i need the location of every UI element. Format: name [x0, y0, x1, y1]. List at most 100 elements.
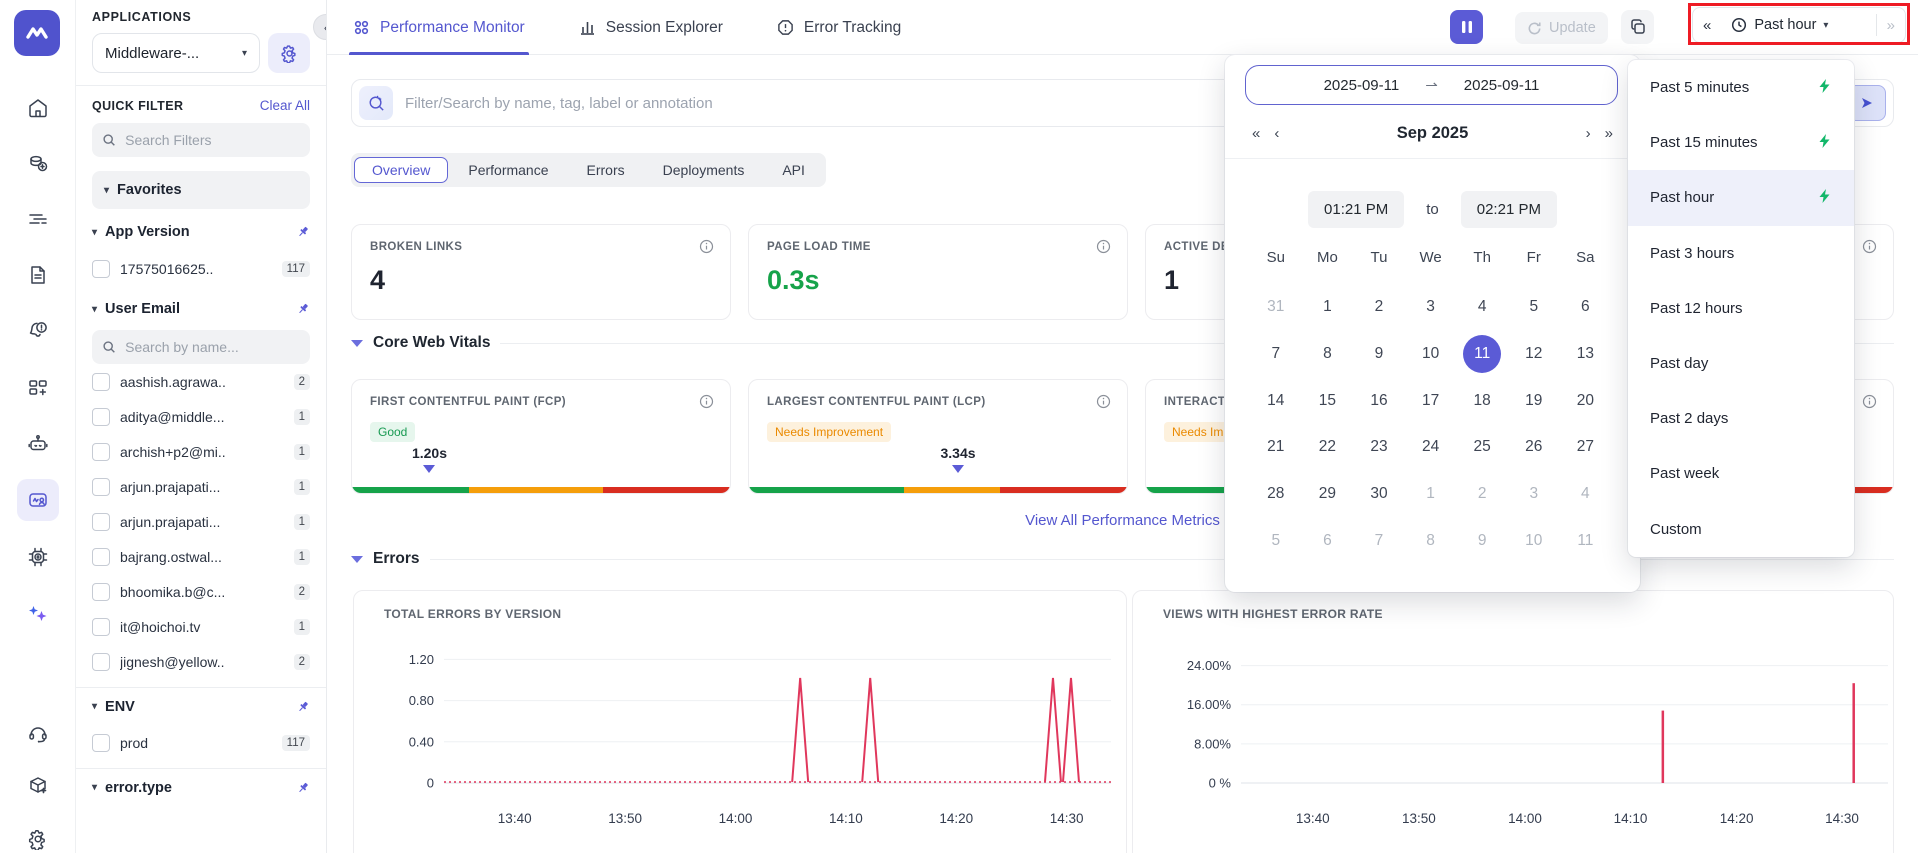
filter-item[interactable]: 17575016625.. 117 — [92, 251, 310, 286]
pinned-icon[interactable] — [296, 781, 310, 795]
filter-item-search-input[interactable] — [125, 339, 300, 355]
pinned-icon[interactable] — [296, 225, 310, 239]
filter-item[interactable]: aditya@middle... 1 — [92, 399, 310, 434]
calendar-day[interactable]: 1 — [1426, 485, 1435, 503]
subtab-overview[interactable]: Overview — [354, 157, 449, 183]
calendar-day[interactable]: 17 — [1421, 391, 1440, 409]
middleware-logo[interactable] — [14, 10, 60, 56]
filter-section-app-version[interactable]: ▾ App Version — [92, 213, 310, 251]
info-icon-button[interactable] — [699, 239, 714, 259]
info-icon-button[interactable] — [1862, 239, 1877, 259]
calendar-day[interactable]: 26 — [1525, 438, 1543, 456]
time-shift-back-button[interactable]: « — [1703, 16, 1712, 34]
rail-bot-icon[interactable] — [17, 423, 59, 465]
calendar-day[interactable]: 15 — [1318, 391, 1337, 409]
calendar-day[interactable]: 7 — [1271, 344, 1281, 362]
filter-item[interactable]: arjun.prajapati... 1 — [92, 469, 310, 504]
time-menu-item-past-2-days[interactable]: Past 2 days — [1628, 391, 1854, 446]
calendar-day[interactable]: 16 — [1370, 391, 1388, 409]
tab-session-explorer[interactable]: Session Explorer — [577, 0, 725, 55]
subtab-performance[interactable]: Performance — [468, 162, 549, 178]
copy-button[interactable] — [1621, 10, 1654, 44]
calendar-day[interactable]: 6 — [1323, 532, 1332, 549]
clear-all-link[interactable]: Clear All — [259, 98, 310, 113]
subtab-errors[interactable]: Errors — [586, 162, 625, 178]
calendar-day[interactable]: 3 — [1529, 485, 1539, 503]
application-settings-button[interactable] — [268, 33, 310, 73]
calendar-day[interactable]: 25 — [1473, 438, 1491, 456]
pinned-icon[interactable] — [296, 302, 310, 316]
tab-performance-monitor[interactable]: Performance Monitor — [349, 0, 529, 55]
time-menu-item-past-15-minutes[interactable]: Past 15 minutes — [1628, 115, 1854, 170]
filter-section-env[interactable]: ▾ ENV — [76, 687, 326, 725]
time-menu-item-custom[interactable]: Custom — [1628, 502, 1854, 557]
date-range-input[interactable]: 2025-09-11 ⇀ 2025-09-11 — [1245, 65, 1618, 105]
info-icon-button[interactable] — [1096, 239, 1111, 259]
filter-item-search[interactable] — [92, 330, 310, 364]
filter-section-error-type[interactable]: ▾ error.type — [76, 768, 326, 806]
rail-support-icon[interactable] — [17, 713, 59, 755]
application-selector[interactable]: Middleware-... ▾ — [92, 33, 260, 73]
calendar-day[interactable]: 11 — [1577, 532, 1594, 549]
info-icon-button[interactable] — [1096, 394, 1111, 414]
calendar-day[interactable]: 8 — [1323, 344, 1332, 362]
checkbox[interactable] — [92, 547, 110, 566]
rail-cost-icon[interactable] — [17, 142, 59, 184]
calendar-day[interactable]: 14 — [1267, 391, 1285, 409]
checkbox[interactable] — [92, 407, 110, 426]
checkbox[interactable] — [92, 442, 110, 461]
calendar-day[interactable]: 9 — [1477, 532, 1487, 549]
time-shift-forward-button[interactable]: » — [1886, 16, 1895, 34]
calendar-day[interactable]: 1 — [1323, 298, 1332, 315]
checkbox[interactable] — [92, 582, 110, 601]
time-menu-item-past-12-hours[interactable]: Past 12 hours — [1628, 281, 1854, 336]
time-to-input[interactable]: 02:21 PM — [1460, 191, 1557, 228]
calendar-day[interactable]: 10 — [1525, 532, 1543, 549]
calendar-day[interactable]: 18 — [1473, 391, 1491, 409]
favorites-toggle[interactable]: ▾ Favorites — [92, 171, 310, 209]
info-icon-button[interactable] — [699, 394, 714, 414]
calendar-day[interactable]: 20 — [1576, 391, 1594, 409]
tab-error-tracking[interactable]: Error Tracking — [775, 0, 903, 55]
rail-docs-icon[interactable] — [17, 254, 59, 296]
calendar-day[interactable]: 13 — [1576, 344, 1594, 362]
rail-install-icon[interactable] — [17, 765, 59, 807]
filter-search-input[interactable] — [125, 132, 300, 148]
time-menu-item-past-week[interactable]: Past week — [1628, 446, 1854, 501]
filter-item[interactable]: aashish.agrawa.. 2 — [92, 364, 310, 399]
calendar-day[interactable]: 31 — [1267, 298, 1285, 315]
subtab-api[interactable]: API — [782, 162, 805, 178]
checkbox[interactable] — [92, 733, 110, 752]
time-menu-item-past-day[interactable]: Past day — [1628, 336, 1854, 391]
calendar-day[interactable]: 27 — [1576, 438, 1594, 456]
calendar-day[interactable]: 30 — [1370, 485, 1388, 503]
filter-item[interactable]: jignesh@yellow.. 2 — [92, 644, 310, 679]
subtab-deployments[interactable]: Deployments — [662, 162, 745, 178]
rail-settings-icon[interactable] — [17, 818, 59, 853]
time-menu-item-past-3-hours[interactable]: Past 3 hours — [1628, 226, 1854, 281]
calendar-day[interactable]: 23 — [1370, 438, 1388, 456]
calendar-day[interactable]: 29 — [1318, 485, 1337, 503]
rail-rum-icon[interactable] — [16, 479, 59, 521]
filter-search[interactable] — [92, 123, 310, 157]
filter-item[interactable]: it@hoichoi.tv 1 — [92, 609, 310, 644]
section-collapse-icon[interactable] — [351, 339, 363, 347]
section-collapse-icon[interactable] — [351, 555, 363, 563]
calendar-day[interactable]: 21 — [1267, 438, 1285, 456]
calendar-day[interactable]: 7 — [1374, 532, 1384, 549]
rail-infra-icon[interactable] — [17, 536, 59, 578]
calendar-day[interactable]: 9 — [1374, 344, 1384, 362]
calendar-day[interactable]: 4 — [1581, 485, 1590, 503]
search-submit-button[interactable] — [1848, 85, 1886, 121]
checkbox[interactable] — [92, 512, 110, 531]
prev-month-button[interactable]: ‹ — [1274, 124, 1280, 142]
filter-item[interactable]: bajrang.ostwal... 1 — [92, 539, 310, 574]
update-button[interactable]: Update — [1515, 12, 1608, 44]
rail-alerts-icon[interactable] — [17, 308, 59, 350]
rail-logs-icon[interactable] — [17, 198, 59, 240]
calendar-day[interactable]: 10 — [1421, 344, 1440, 362]
calendar-day[interactable]: 12 — [1525, 344, 1543, 362]
calendar-day[interactable]: 22 — [1318, 438, 1337, 456]
checkbox[interactable] — [92, 372, 110, 391]
filter-item[interactable]: archish+p2@mi.. 1 — [92, 434, 310, 469]
